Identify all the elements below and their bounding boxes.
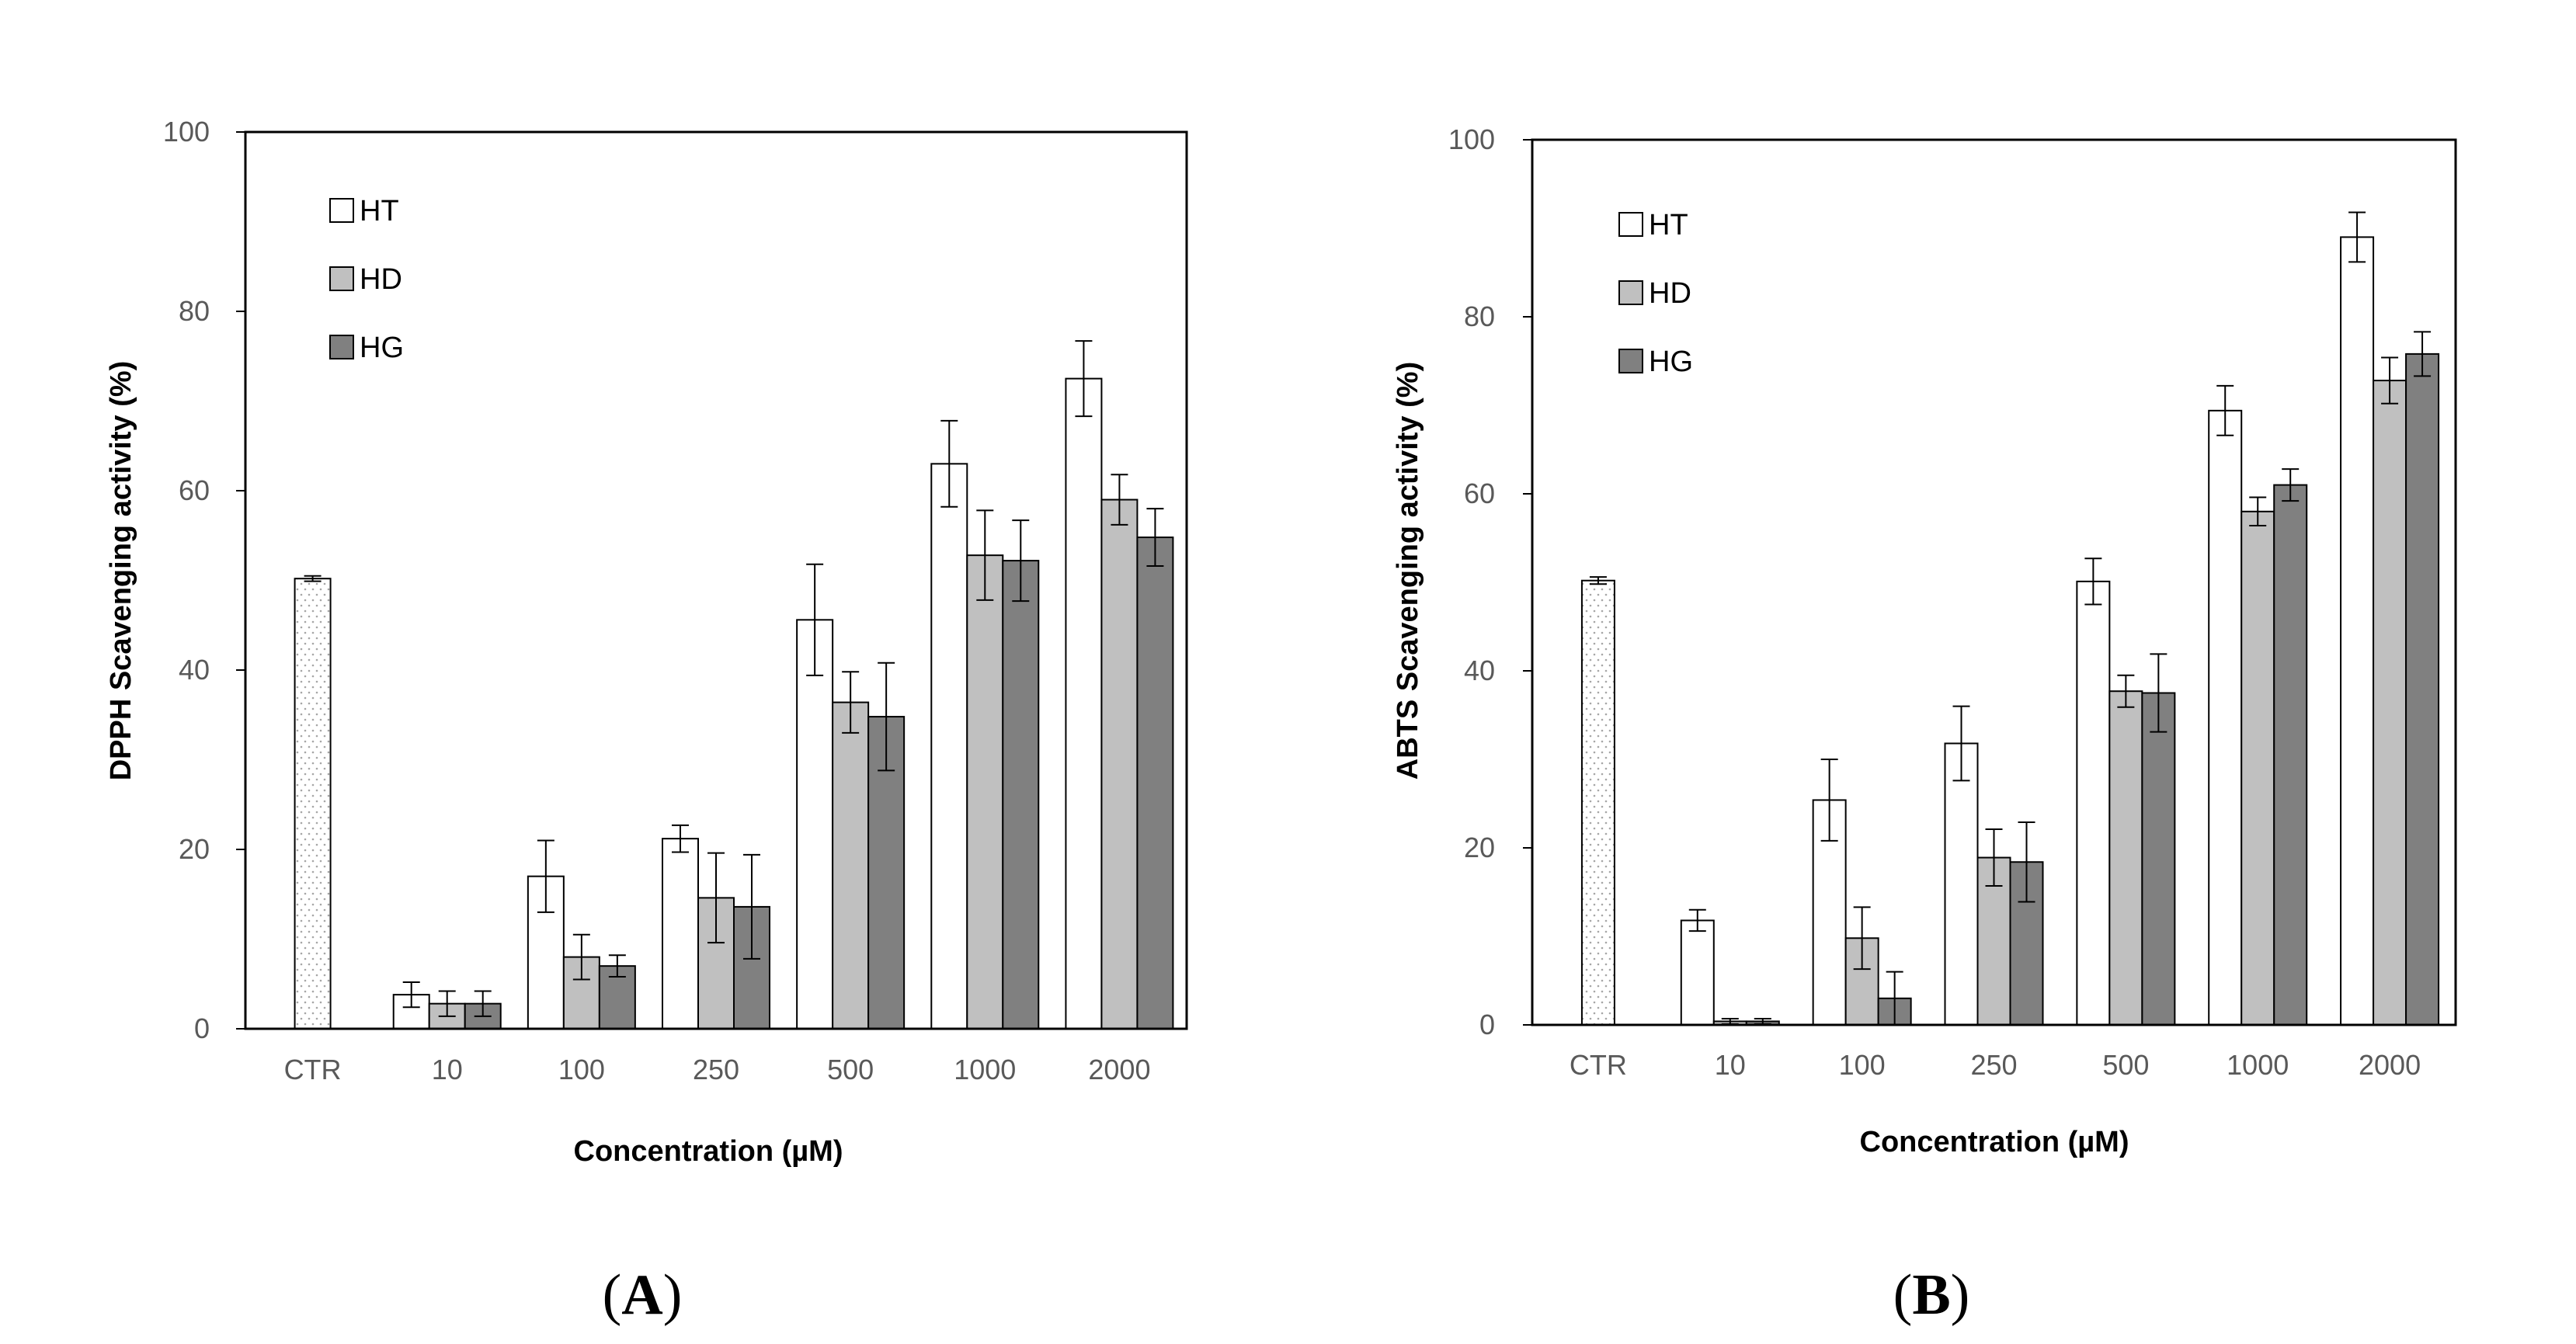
y-axis-title: DPPH Scavenging activity (%) xyxy=(105,361,137,781)
y-tick-label: 100 xyxy=(1448,123,1495,155)
y-tick-label: 0 xyxy=(194,1012,210,1044)
legend-swatch-hg xyxy=(329,335,354,359)
y-tick-label: 0 xyxy=(1479,1009,1495,1040)
x-tick-label: CTR xyxy=(284,1054,342,1085)
plot-frame xyxy=(1531,138,2457,1026)
bar-hg xyxy=(2273,484,2308,1026)
bar-ht xyxy=(796,619,834,1030)
y-tick-label: 20 xyxy=(179,833,210,865)
y-tick-label: 40 xyxy=(1464,655,1495,686)
bar-ht xyxy=(930,463,968,1030)
bar-hg xyxy=(1136,537,1174,1030)
y-tick-label: 20 xyxy=(1464,832,1495,863)
bar-hd xyxy=(2108,690,2143,1026)
panel-label-a: (A) xyxy=(603,1263,683,1327)
bar-ht xyxy=(2076,580,2111,1026)
x-tick-label: 100 xyxy=(1839,1049,1886,1081)
bar-ht xyxy=(2340,236,2375,1026)
chart-panel-a: DPPH Scavenging activity (%) Concentrati… xyxy=(105,116,1188,1327)
x-tick-label: 250 xyxy=(693,1054,739,1085)
bar-ht xyxy=(2208,409,2243,1026)
legend-label-ht: HT xyxy=(360,195,399,227)
bar-hd xyxy=(966,554,1004,1030)
bar-hd xyxy=(2241,510,2275,1026)
x-tick-label: 250 xyxy=(1970,1049,2017,1081)
y-tick-label: 60 xyxy=(179,474,210,506)
x-tick-label: 2000 xyxy=(2359,1049,2421,1081)
x-tick-label: 2000 xyxy=(1088,1054,1150,1085)
y-tick-label: 80 xyxy=(179,295,210,327)
bar-hg xyxy=(2141,692,2176,1026)
x-tick-label: 1000 xyxy=(954,1054,1016,1085)
plot-frame xyxy=(244,130,1188,1030)
bar-ht xyxy=(1944,742,1979,1026)
x-tick-label: 500 xyxy=(2102,1049,2149,1081)
y-tick-label: 80 xyxy=(1464,300,1495,332)
legend-swatch-hd xyxy=(329,266,354,291)
bar-hd xyxy=(832,701,870,1030)
x-tick-label: 10 xyxy=(1715,1049,1746,1081)
bar-hd xyxy=(2373,380,2407,1026)
legend-label-hg: HG xyxy=(360,332,404,364)
y-tick-label: 100 xyxy=(163,116,210,148)
legend-swatch-ht xyxy=(1618,212,1643,237)
bar-ctr xyxy=(1580,579,1615,1026)
bar-ht xyxy=(662,838,699,1030)
bar-hd xyxy=(1100,498,1139,1030)
bar-ctr xyxy=(294,578,332,1030)
bar-hg xyxy=(1002,560,1040,1030)
x-tick-label: CTR xyxy=(1570,1049,1627,1081)
legend-label-hg: HG xyxy=(1649,346,1693,378)
chart-panel-b: ABTS Scavenging activity (%) Concentrati… xyxy=(1392,123,2457,1327)
bar-hg xyxy=(2405,352,2440,1026)
x-tick-label: 1000 xyxy=(2227,1049,2289,1081)
legend-swatch-hg xyxy=(1618,349,1643,373)
bar-ht xyxy=(1680,919,1715,1026)
y-axis-title: ABTS Scavenging activity (%) xyxy=(1392,362,1424,780)
legend-swatch-hd xyxy=(1618,280,1643,305)
x-axis-title: Concentration (µM) xyxy=(1860,1126,2129,1158)
x-tick-label: 100 xyxy=(558,1054,605,1085)
x-tick-label: 10 xyxy=(432,1054,463,1085)
x-tick-label: 500 xyxy=(827,1054,874,1085)
x-axis-title: Concentration (µM) xyxy=(574,1135,843,1168)
bar-ht xyxy=(1065,377,1103,1030)
legend-label-ht: HT xyxy=(1649,209,1688,241)
y-tick-label: 60 xyxy=(1464,478,1495,509)
y-tick-label: 40 xyxy=(179,654,210,686)
legend-label-hd: HD xyxy=(1649,277,1691,310)
panel-label-b: (B) xyxy=(1893,1263,1970,1327)
legend-label-hd: HD xyxy=(360,263,402,296)
legend-swatch-ht xyxy=(329,198,354,223)
